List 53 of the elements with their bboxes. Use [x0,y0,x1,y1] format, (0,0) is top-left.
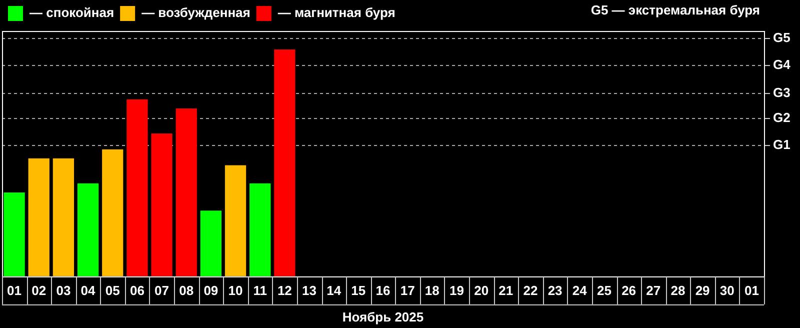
x-tick-label: 23 [548,282,562,298]
legend-label: — спокойная [30,5,114,20]
x-tick-label: 05 [105,282,120,298]
x-tick-label: 24 [572,282,588,298]
x-tick-label: 29 [695,282,710,298]
x-tick-label: 19 [450,282,464,298]
x-tick-label: 01 [744,282,759,298]
bar [176,108,197,276]
bar [52,158,74,276]
bar [28,158,50,276]
x-tick-label: 25 [596,282,612,298]
x-tick-label: 01 [7,282,22,298]
x-tick-label: 13 [302,282,316,298]
legend-label: — возбужденная [142,5,250,20]
bar [102,149,124,276]
ref-line-label: G2 [773,110,790,126]
bar [126,99,148,276]
x-tick-label: 11 [253,282,267,298]
x-tick-label: 18 [424,282,440,298]
x-tick-label: 16 [376,282,390,298]
x-tick-label: 20 [474,282,489,298]
x-tick-label: 07 [154,282,170,298]
x-tick-label: 30 [720,282,734,298]
ref-line-label: G1 [773,137,790,152]
bar [250,183,271,276]
x-tick-label: 22 [523,282,538,298]
bar [274,49,296,276]
bar [151,133,172,276]
bar [200,210,222,276]
x-tick-label: 02 [32,282,46,298]
legend-label: — магнитная буря [278,5,396,20]
x-tick-label: 17 [400,282,415,298]
x-tick-label: 08 [179,282,194,298]
x-axis-title: Ноябрь 2025 [342,310,424,325]
x-tick-label: 03 [56,282,71,298]
x-tick-label: 28 [670,282,686,298]
ref-line-label: G5 [773,30,790,46]
bar [77,183,99,276]
ref-line-label: G3 [773,85,790,100]
x-tick-label: 15 [351,282,366,298]
ref-line-label: G4 [773,57,792,72]
x-tick-label: 12 [277,282,292,298]
text: G5 — экстремальная буря [590,2,760,18]
x-tick-label: 27 [646,282,661,298]
bar [4,192,25,276]
x-tick-label: 10 [228,282,243,298]
x-tick-label: 21 [498,282,514,298]
x-tick-label: 26 [622,282,636,298]
x-tick-label: 06 [130,282,144,298]
x-tick-label: 14 [326,282,342,298]
x-tick-label: 04 [80,282,96,298]
bar [224,165,246,276]
x-tick-label: 09 [204,282,218,298]
